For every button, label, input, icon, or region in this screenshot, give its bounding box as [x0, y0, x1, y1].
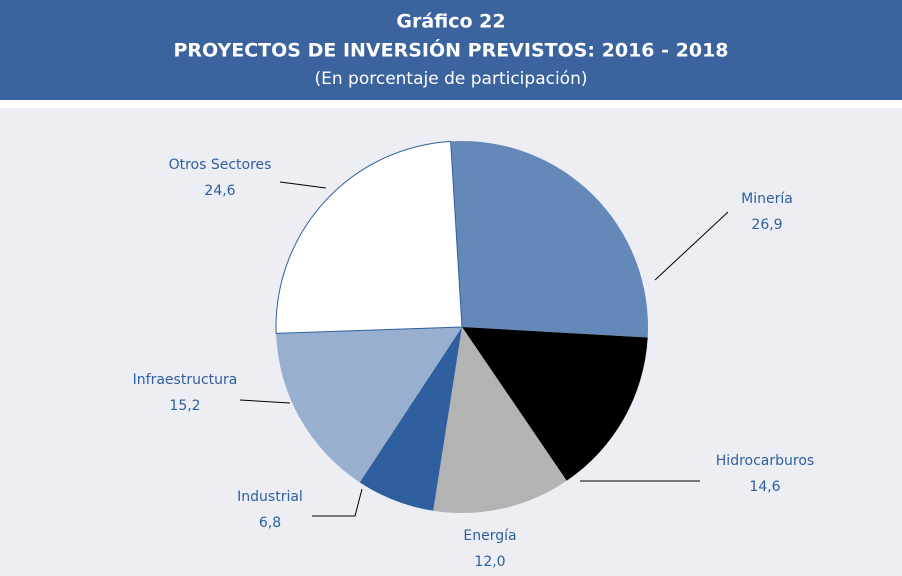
- value-label: 14,6: [749, 479, 780, 495]
- category-label: Hidrocarburos: [716, 453, 814, 469]
- value-label: 24,6: [204, 183, 235, 199]
- category-label: Industrial: [237, 489, 303, 505]
- header: [0, 0, 902, 100]
- leader-line: [312, 488, 363, 517]
- pie-slice: [450, 141, 648, 338]
- value-label: 26,9: [751, 217, 782, 233]
- category-label: Otros Sectores: [169, 157, 272, 173]
- leader-line: [654, 211, 729, 281]
- pie-slice: [359, 327, 462, 511]
- pie-slice: [433, 327, 567, 513]
- pie-slice: [276, 327, 462, 483]
- value-label: 6,8: [259, 515, 281, 531]
- chart-note: (En porcentaje de participación): [314, 69, 587, 89]
- leader-line: [239, 399, 291, 404]
- leader-line: [279, 181, 327, 189]
- pie-slice: [462, 327, 648, 481]
- chart-subtitle: PROYECTOS DE INVERSIÓN PREVISTOS: 2016 -…: [173, 38, 728, 62]
- category-label: Energía: [463, 528, 516, 544]
- value-label: 12,0: [474, 554, 505, 570]
- value-label: 15,2: [169, 398, 200, 414]
- category-label: Minería: [741, 191, 793, 207]
- pie-slice: [275, 140, 463, 334]
- chart-title: Gráfico 22: [396, 11, 505, 33]
- category-label: Infraestructura: [133, 372, 238, 388]
